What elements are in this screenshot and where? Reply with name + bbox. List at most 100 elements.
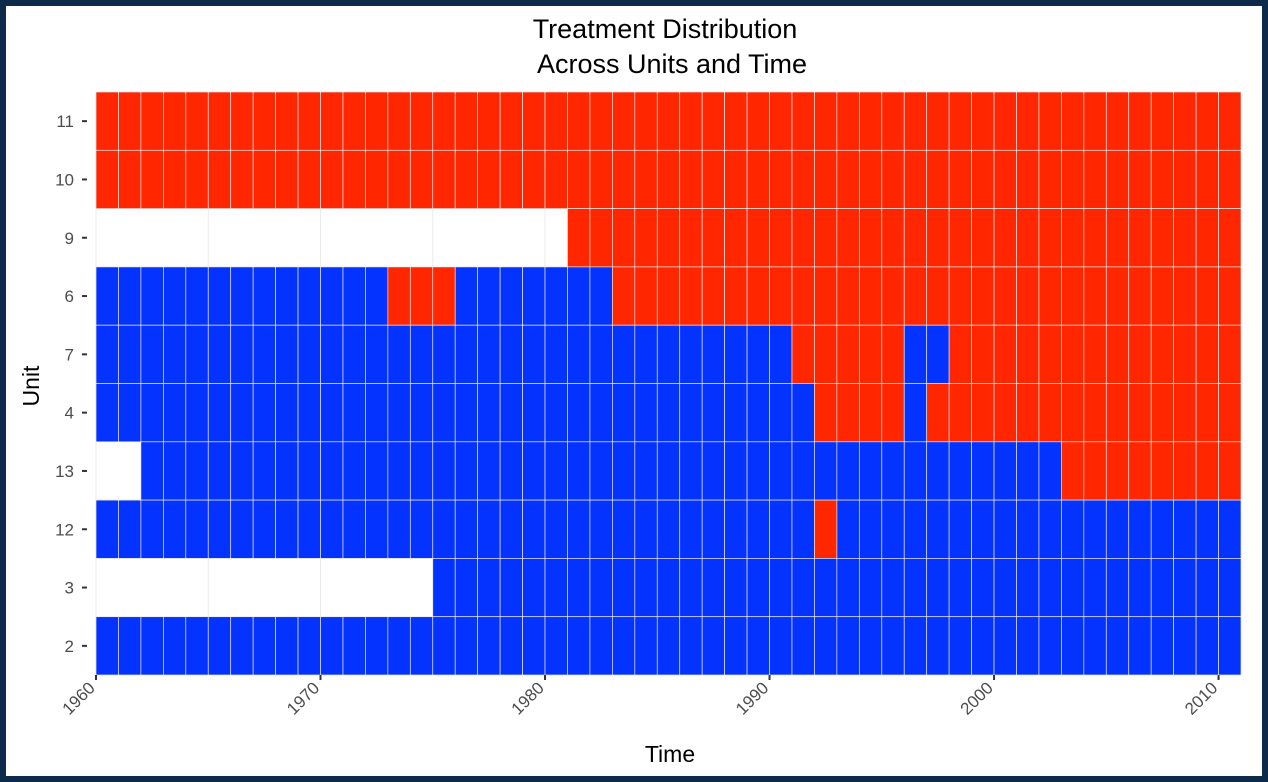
heatmap-cell-11-1997 [926, 91, 950, 151]
heatmap-cell-4-1982 [589, 383, 613, 443]
heatmap-cell-6-1972 [365, 266, 389, 326]
heatmap-cell-7-1993 [836, 324, 860, 384]
heatmap-cell-10-1986 [679, 149, 703, 209]
heatmap-cell-9-2001 [1016, 208, 1040, 268]
x-tick-label: 1970 [283, 678, 323, 718]
heatmap-cell-4-1986 [679, 383, 703, 443]
heatmap-cell-7-1977 [477, 324, 501, 384]
heatmap-cell-2-1979 [522, 616, 546, 676]
y-tick-label: 6 [65, 287, 74, 306]
heatmap-cell-11-1979 [522, 91, 546, 151]
heatmap-cell-10-2002 [1038, 149, 1062, 209]
heatmap-cell-4-2000 [993, 383, 1017, 443]
x-tick-label: 1990 [732, 678, 772, 718]
y-tick-label: 3 [65, 579, 74, 598]
heatmap-cell-7-1992 [814, 324, 838, 384]
heatmap-cell-6-1973 [387, 266, 411, 326]
heatmap-cell-7-2010 [1218, 324, 1242, 384]
heatmap-cell-9-1981 [567, 208, 591, 268]
heatmap-cell-11-1971 [342, 91, 366, 151]
heatmap-cell-7-2005 [1105, 324, 1130, 384]
heatmap-cell-13-1995 [881, 441, 905, 501]
heatmap-cell-3-2010 [1218, 558, 1242, 618]
heatmap-cell-2-2003 [1061, 616, 1085, 676]
chart-title: Treatment Distribution Across Units and … [533, 14, 807, 79]
heatmap-cell-13-1971 [342, 441, 366, 501]
heatmap-cell-13-1984 [634, 441, 658, 501]
heatmap-cell-6-1994 [858, 266, 883, 326]
heatmap-cell-3-1986 [679, 558, 703, 618]
heatmap-cell-6-1981 [567, 266, 591, 326]
heatmap-cell-13-1964 [185, 441, 209, 501]
heatmap-cell-9-1982 [589, 208, 613, 268]
heatmap-cell-12-1972 [365, 499, 389, 559]
heatmap-cell-6-1977 [477, 266, 501, 326]
heatmap-cell-4-1980 [544, 383, 568, 443]
heatmap-cell-11-1999 [971, 91, 995, 151]
heatmap-cell-7-1995 [881, 324, 905, 384]
heatmap-cell-6-2003 [1061, 266, 1085, 326]
heatmap-cell-13-1976 [454, 441, 479, 501]
heatmap-cell-4-1966 [230, 383, 254, 443]
heatmap-cell-7-1994 [858, 324, 883, 384]
heatmap-cell-6-1987 [701, 266, 725, 326]
heatmap-cell-9-2004 [1083, 208, 1107, 268]
heatmap-cell-4-1971 [342, 383, 366, 443]
heatmap-cell-12-1999 [971, 499, 995, 559]
heatmap-cell-12-1969 [297, 499, 321, 559]
heatmap-cell-2-1974 [409, 616, 434, 676]
heatmap-cell-4-1964 [185, 383, 209, 443]
heatmap-cell-4-1960 [95, 383, 119, 443]
y-tick-label: 2 [65, 637, 74, 656]
heatmap-cells [95, 91, 1242, 676]
heatmap-cell-3-1978 [499, 558, 523, 618]
heatmap-cell-11-1995 [881, 91, 905, 151]
heatmap-cell-2-1976 [454, 616, 479, 676]
y-tick-label: 13 [55, 462, 74, 481]
heatmap-cell-2-1961 [118, 616, 142, 676]
heatmap-cell-3-1979 [522, 558, 546, 618]
heatmap-cell-11-1993 [836, 91, 860, 151]
heatmap-cell-6-1978 [499, 266, 523, 326]
heatmap-cell-13-2002 [1038, 441, 1062, 501]
heatmap-cell-13-1965 [207, 441, 232, 501]
y-tick-label: 11 [56, 112, 74, 131]
heatmap-cell-10-1974 [409, 149, 434, 209]
y-tick-label: 10 [55, 170, 74, 189]
heatmap-cell-13-1975 [432, 441, 456, 501]
heatmap-cell-4-2006 [1128, 383, 1152, 443]
heatmap-cell-11-1991 [791, 91, 815, 151]
heatmap-cell-2-1993 [836, 616, 860, 676]
x-axis-title: Time [645, 741, 695, 767]
heatmap-cell-4-1990 [769, 383, 793, 443]
heatmap-cell-12-2004 [1083, 499, 1107, 559]
heatmap-cell-10-1987 [701, 149, 725, 209]
heatmap-cell-2-1981 [567, 616, 591, 676]
heatmap-cell-7-1988 [724, 324, 748, 384]
heatmap-cell-2-1969 [297, 616, 321, 676]
heatmap-cell-10-1992 [814, 149, 838, 209]
heatmap-cell-11-1977 [477, 91, 501, 151]
heatmap-cell-10-1999 [971, 149, 995, 209]
heatmap-cell-7-1981 [567, 324, 591, 384]
heatmap-cell-6-2001 [1016, 266, 1040, 326]
heatmap-cell-13-1963 [163, 441, 187, 501]
heatmap-cell-11-1961 [118, 91, 142, 151]
heatmap-cell-12-1975 [432, 499, 456, 559]
heatmap-cell-7-1984 [634, 324, 658, 384]
heatmap-cell-7-2001 [1016, 324, 1040, 384]
heatmap-cell-6-2009 [1195, 266, 1219, 326]
heatmap-cell-7-1973 [387, 324, 411, 384]
heatmap-cell-10-1994 [858, 149, 883, 209]
heatmap-cell-9-1996 [903, 208, 928, 268]
heatmap-cell-10-1989 [746, 149, 770, 209]
heatmap-cell-12-1961 [118, 499, 142, 559]
heatmap-cell-13-1974 [409, 441, 434, 501]
heatmap-cell-13-1980 [544, 441, 568, 501]
heatmap-cell-11-1986 [679, 91, 703, 151]
heatmap-cell-2-1987 [701, 616, 725, 676]
heatmap-cell-2-1965 [207, 616, 232, 676]
heatmap-cell-4-2002 [1038, 383, 1062, 443]
heatmap-cell-10-1998 [948, 149, 972, 209]
heatmap-cell-10-1993 [836, 149, 860, 209]
